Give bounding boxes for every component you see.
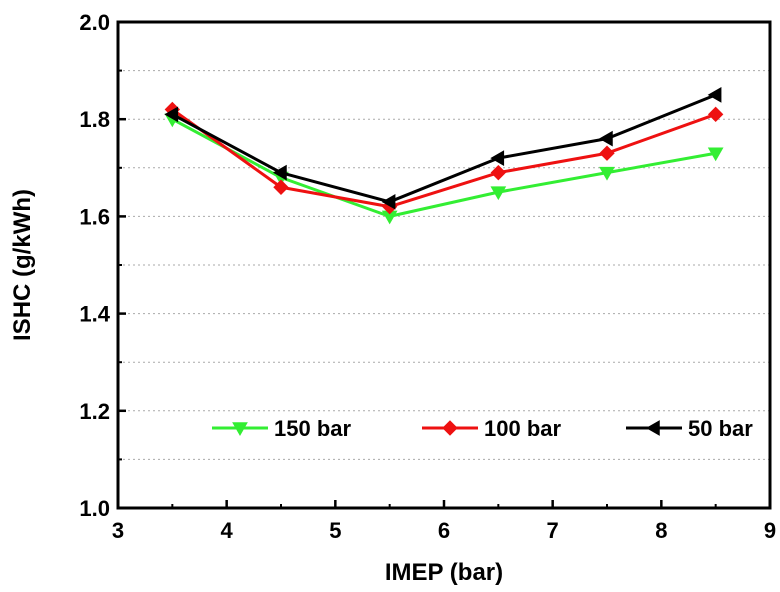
data-point-marker [381, 193, 396, 210]
x-tick-label: 6 [438, 518, 450, 543]
series-line [171, 108, 717, 209]
x-tick-label: 4 [221, 518, 234, 543]
y-tick-label: 1.8 [79, 107, 110, 132]
y-axis-title: ISHC (g/kWh) [9, 189, 36, 341]
legend-item: 50 bar [626, 416, 753, 441]
data-point-marker [442, 420, 458, 436]
axis-ticks [116, 20, 772, 510]
data-point-marker [707, 147, 724, 162]
x-tick-label: 5 [329, 518, 341, 543]
data-point-marker [490, 164, 507, 181]
series-layer [164, 87, 724, 225]
y-tick-label: 1.4 [79, 302, 110, 327]
x-axis-title: IMEP (bar) [385, 559, 503, 586]
legend-item: 150 bar [212, 416, 351, 441]
gridlines [118, 70, 770, 460]
x-tick-label: 9 [764, 518, 776, 543]
data-point-marker [598, 130, 613, 147]
legend-label: 100 bar [484, 416, 561, 441]
legend-label: 150 bar [274, 416, 351, 441]
series-line [171, 93, 717, 204]
data-point-marker [273, 179, 289, 195]
data-point-marker [490, 150, 505, 166]
data-point-marker [232, 422, 248, 437]
data-point-marker [599, 145, 615, 161]
legend: 150 bar 100 bar 50 bar [212, 416, 753, 441]
series-50-bar [164, 87, 722, 210]
y-tick-label: 1.2 [79, 399, 110, 424]
data-point-marker [272, 164, 287, 181]
x-tick-label: 7 [547, 518, 559, 543]
y-tick-label: 2.0 [79, 10, 110, 35]
series-line [171, 117, 716, 218]
series-150-bar [164, 113, 724, 225]
data-point-marker [599, 166, 615, 181]
data-point-marker [707, 87, 722, 103]
data-point-marker [707, 106, 724, 123]
x-tick-label: 8 [655, 518, 667, 543]
y-tick-label: 1.6 [79, 204, 110, 229]
data-point-marker [645, 420, 660, 436]
data-point-marker [164, 106, 179, 123]
legend-label: 50 bar [688, 416, 753, 441]
legend-item: 100 bar [422, 416, 561, 441]
data-point-marker [490, 186, 507, 201]
x-tick-label: 3 [112, 518, 124, 543]
tick-labels: 1.0 1.2 1.4 1.6 1.8 2.0 3 4 5 6 7 8 9 [79, 10, 776, 543]
y-tick-label: 1.0 [79, 496, 110, 521]
